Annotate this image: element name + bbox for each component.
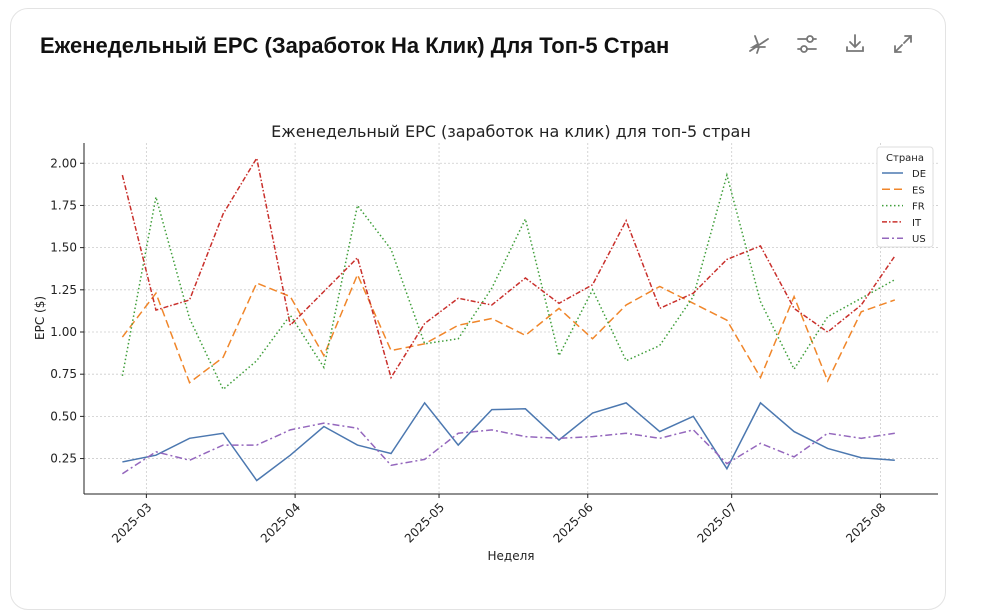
x-tick-label: 2025-03 — [109, 500, 154, 545]
legend-label-US: US — [912, 234, 926, 245]
series-line-US — [122, 423, 894, 474]
y-axis-label: EPC ($) — [33, 296, 47, 340]
legend-title: Страна — [886, 153, 924, 164]
legend-label-DE: DE — [912, 169, 926, 180]
legend-label-ES: ES — [912, 185, 925, 196]
y-tick-label: 0.25 — [50, 452, 77, 466]
y-tick-label: 1.75 — [50, 198, 77, 212]
plot-frame — [84, 143, 938, 494]
y-tick-label: 1.25 — [50, 283, 77, 297]
line-chart: Еженедельный EPC (заработок на клик) для… — [0, 0, 1000, 577]
x-tick-label: 2025-04 — [258, 500, 303, 545]
y-tick-label: 0.50 — [50, 409, 77, 423]
x-tick-label: 2025-08 — [843, 500, 888, 545]
y-tick-label: 2.00 — [50, 156, 77, 170]
legend: Страна DE ES FR IT US — [877, 147, 933, 247]
y-tick-label: 0.75 — [50, 367, 77, 381]
x-axis-label: Неделя — [488, 549, 535, 563]
x-tick-label: 2025-06 — [551, 500, 596, 545]
series-line-IT — [122, 158, 894, 377]
chart-title: Еженедельный EPC (заработок на клик) для… — [271, 122, 751, 141]
y-tick-label: 1.50 — [50, 241, 77, 255]
x-tick-label: 2025-07 — [694, 500, 739, 545]
series-line-FR — [122, 175, 894, 389]
series-line-DE — [122, 403, 894, 481]
y-tick-label: 1.00 — [50, 325, 77, 339]
x-tick-label: 2025-05 — [402, 500, 447, 545]
legend-label-FR: FR — [912, 202, 925, 213]
legend-label-IT: IT — [912, 218, 922, 229]
